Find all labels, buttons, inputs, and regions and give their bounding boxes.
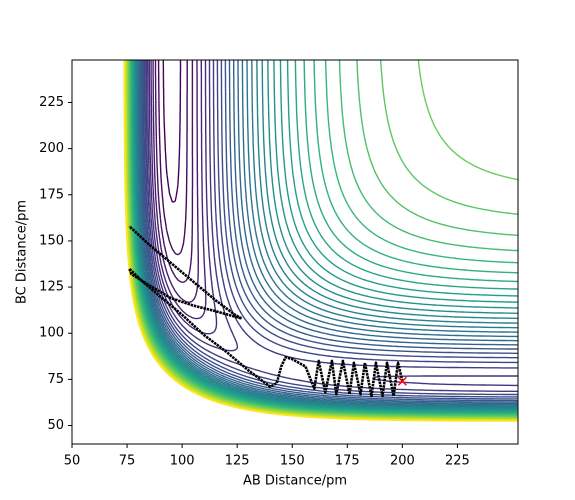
contour-line	[154, 60, 194, 283]
contour-line	[142, 60, 518, 400]
contour-line	[138, 60, 518, 406]
contour-line	[162, 60, 182, 203]
y-tick-label: 100	[39, 326, 64, 341]
y-tick-label: 225	[39, 95, 64, 110]
contour-line	[131, 60, 518, 414]
y-tick-label: 50	[47, 418, 64, 433]
contour-line	[139, 60, 518, 403]
contour-line	[140, 60, 518, 402]
x-tick-label: 150	[280, 454, 305, 469]
y-axis-label: BC Distance/pm	[15, 200, 30, 304]
plot-frame	[71, 59, 519, 445]
y-tick-label: 175	[39, 187, 64, 202]
trajectory-line	[128, 225, 404, 398]
contour-line	[137, 60, 518, 407]
x-tick-label: 225	[445, 454, 470, 469]
x-tick-label: 200	[390, 454, 415, 469]
contour-line	[135, 60, 518, 409]
contour-line	[148, 60, 218, 335]
contour-line	[147, 60, 518, 387]
x-tick-label: 175	[335, 454, 360, 469]
y-tick-label: 125	[39, 280, 64, 295]
contour-line	[144, 60, 518, 396]
x-tick-label: 75	[119, 454, 136, 469]
y-tick-label: 75	[47, 372, 64, 387]
contour-line	[132, 60, 518, 412]
y-tick-label: 200	[39, 141, 64, 156]
start-marker	[397, 376, 407, 386]
contour-line	[143, 60, 518, 398]
contour-line	[157, 60, 188, 256]
contour-line	[136, 60, 518, 408]
x-tick-label: 125	[225, 454, 250, 469]
y-tick-label: 150	[39, 233, 64, 248]
contour-line	[123, 60, 518, 422]
x-tick-label: 100	[170, 454, 195, 469]
contour-line	[145, 60, 518, 393]
x-tick-label: 50	[64, 454, 81, 469]
x-axis-label: AB Distance/pm	[243, 474, 347, 489]
contour-line	[139, 60, 518, 405]
trajectory-layer	[128, 225, 407, 398]
